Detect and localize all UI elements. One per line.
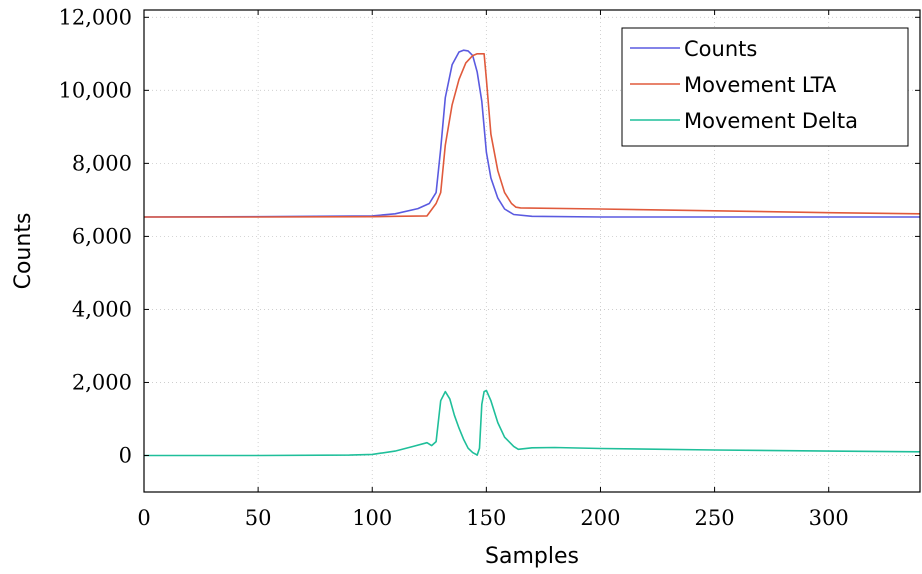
- x-tick-label: 100: [352, 506, 392, 530]
- series-line-counts: [143, 49, 920, 218]
- x-axis-title: Samples: [485, 544, 579, 569]
- y-axis-tick-labels: 0 2,000 4,000 6,000 8,000 10,000 12,000: [59, 5, 132, 467]
- series-line-movement-delta: [144, 389, 921, 457]
- y-tick-label: 6,000: [72, 224, 132, 248]
- x-tick-label: 150: [466, 506, 506, 530]
- x-tick-label: 250: [695, 506, 735, 530]
- legend-label-counts: Counts: [684, 37, 757, 61]
- series-lines: [143, 49, 921, 457]
- y-tick-label: 0: [119, 443, 132, 467]
- x-tick-label: 200: [580, 506, 620, 530]
- plot-frame: [143, 9, 921, 493]
- y-tick-label: 4,000: [72, 297, 132, 321]
- y-tick-label: 12,000: [59, 5, 132, 29]
- legend: Counts Movement LTA Movement Delta: [621, 27, 909, 147]
- x-tick-label: 300: [809, 506, 849, 530]
- legend-label-movement-lta: Movement LTA: [684, 73, 837, 97]
- x-tick-label: 50: [245, 506, 272, 530]
- x-axis-tick-labels: 0 50 100 150 200 250 300: [137, 506, 848, 530]
- series-line-movement-lta: [144, 52, 921, 218]
- legend-label-movement-delta: Movement Delta: [684, 109, 858, 133]
- y-tick-label: 2,000: [72, 370, 132, 394]
- y-axis-title: Counts: [11, 213, 36, 290]
- x-tick-label: 0: [137, 506, 150, 530]
- y-tick-label: 8,000: [72, 151, 132, 175]
- grid: [143, 10, 920, 492]
- axis-ticks: [143, 10, 920, 492]
- y-tick-label: 10,000: [59, 78, 132, 102]
